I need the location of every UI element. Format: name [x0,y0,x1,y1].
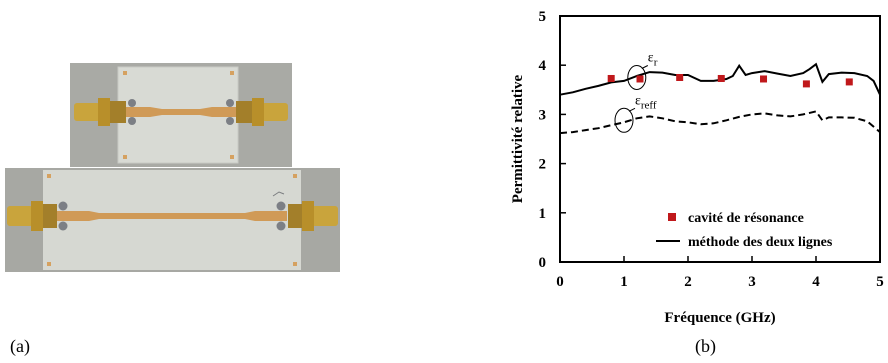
x-tick-label: 3 [748,274,756,290]
legend-label-two-lines: méthode des deux lignes [688,235,833,250]
x-tick-label: 4 [812,274,820,290]
legend-label-cavity: cavité de résonance [688,211,804,226]
x-tick-label: 1 [620,274,628,290]
plot-area: 0 1 2 3 4 5 0 1 2 3 4 5 εr εreff [539,9,884,290]
y-axis-title: Permittivité relative [510,74,526,203]
y-tick-label: 1 [539,206,547,222]
series-line-dashed [559,110,881,135]
annotation-label: εreff [635,93,657,111]
panel-label-a: (a) [10,336,30,356]
annotation-leader [641,65,649,69]
y-tick-label: 5 [539,9,547,25]
x-tick-label: 0 [556,274,564,290]
annotation-ellipse [627,65,647,90]
annotation-leader [628,107,636,112]
data-point-cavity [845,78,853,86]
y-tick-label: 3 [539,107,547,123]
panel-label-b: (b) [695,336,716,356]
series-line-two-lines [559,62,881,96]
x-tick-label: 5 [876,274,884,290]
annotation-ellipse [614,107,634,133]
photo-long-line [5,168,340,272]
data-point-cavity [636,75,644,83]
annotation-label: εr [648,51,658,69]
y-tick-label: 2 [539,157,547,173]
plot-frame [559,15,881,263]
data-point-cavity [676,74,684,81]
data-point-cavity [607,74,615,82]
data-point-cavity [802,80,810,88]
x-tick-label: 2 [684,274,692,290]
data-point-cavity [760,75,768,83]
data-point-cavity [717,74,725,82]
legend-marker-cavity [668,213,676,221]
y-tick-label: 0 [539,255,547,271]
x-axis-title: Fréquence (GHz) [664,310,775,326]
photo-short-line [70,63,292,167]
y-tick-label: 4 [539,58,547,74]
